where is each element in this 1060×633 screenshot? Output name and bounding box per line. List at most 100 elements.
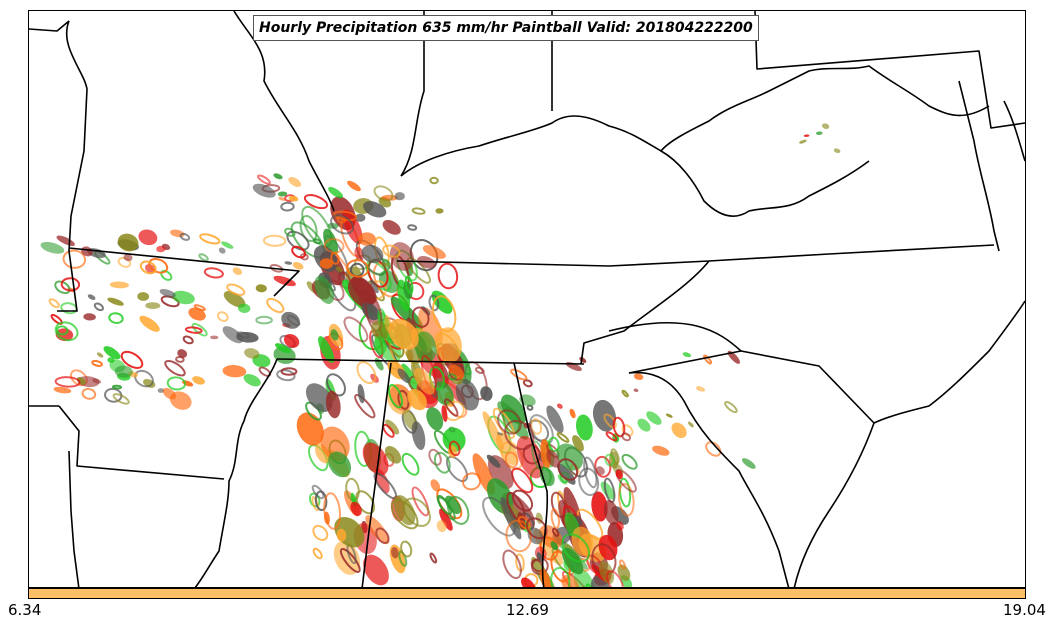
precip-blob [385,419,400,435]
precip-blob [346,259,370,278]
precip-blob [447,373,457,381]
precip-blob [598,560,615,584]
precip-blob [705,441,722,457]
precip-blob [604,453,615,467]
precip-blob [665,413,673,418]
precip-blob [652,445,670,456]
precip-blob [156,245,166,253]
precip-blob [404,275,414,295]
colorbar-tick-mid: 12.69 [506,601,549,619]
precip-blob [143,378,156,388]
precip-blob [572,435,584,452]
precip-blob [436,520,447,533]
precip-blob [619,559,627,570]
precip-blob [312,547,323,560]
precip-blob [91,359,103,367]
precip-blob [576,414,593,441]
precip-blob [335,266,343,273]
precip-blob [443,398,459,417]
precip-blob [53,386,72,394]
precip-blob [216,311,229,322]
colorbar-tick-max: 19.04 [1003,601,1046,619]
precip-blob [428,448,442,466]
precip-blob [221,241,234,249]
precip-blob [688,421,694,428]
precip-blob [351,275,377,304]
precip-blob [93,302,104,312]
precip-blob [511,467,534,494]
border-il-in [400,11,425,177]
precip-blob [546,449,560,468]
precip-blob [184,326,203,334]
precip-layer [40,123,841,587]
precip-blob [803,134,810,137]
precip-blob [203,267,224,279]
precip-blob [333,210,358,222]
border-ar-west [58,405,225,480]
colorbar [28,588,1026,599]
precip-blob [799,139,807,144]
border-ms-river [194,358,278,587]
border-ga-sc [628,371,790,587]
precip-blob [361,244,384,264]
precip-blob [435,208,444,214]
border-mo-ar [68,247,300,297]
precip-blob [358,232,376,246]
precip-blob [328,186,344,199]
precip-blob [552,527,560,537]
border-ohio-river [400,115,870,217]
precip-blob [40,241,65,254]
precip-blob [326,373,346,397]
precip-blob [319,258,333,269]
precip-blob [556,432,570,443]
precip-blob [833,148,841,153]
precip-blob [633,373,644,381]
precip-blob [407,224,418,231]
precip-blob [398,550,408,567]
precip-blob [276,369,296,382]
precip-blob [411,306,430,328]
precip-blob [393,495,416,526]
precip-blob [137,292,150,301]
precip-blob [496,432,504,436]
precip-blob [536,552,544,563]
precip-blob [288,176,302,188]
precip-blob [139,260,157,275]
precip-blob [336,528,347,542]
map-title: Hourly Precipitation 635 mm/hr Paintball… [253,15,759,41]
precip-blob [83,313,96,321]
precip-blob [373,336,387,355]
precip-blob [193,304,206,312]
precip-blob [87,294,96,300]
precip-blob [117,233,139,252]
precip-blob [192,376,205,385]
precip-blob [578,467,600,497]
precip-blob [590,574,610,587]
precip-blob [303,194,329,210]
precip-blob [373,185,394,202]
precip-blob [502,549,522,580]
precip-blob [277,191,288,197]
precip-blob [363,201,387,218]
precip-blob [429,552,438,564]
precip-blob [343,316,369,343]
precip-blob [172,290,195,305]
precip-blob [621,432,631,442]
precip-blob [616,521,624,531]
precip-blob [273,275,296,287]
border-ky-tn [396,244,995,267]
precip-blob [615,469,623,480]
precip-blob [114,365,133,378]
precip-blob [62,249,87,269]
precip-blob [596,466,605,475]
precip-blob [107,297,124,306]
precip-blob [218,247,226,254]
precip-blob [363,554,389,586]
precip-blob [475,366,485,374]
precip-blob [557,458,579,481]
precip-blob [605,431,618,442]
precip-blob [330,329,339,341]
precip-blob [244,348,260,359]
precip-blob [486,454,501,468]
state-borders [29,11,1025,587]
